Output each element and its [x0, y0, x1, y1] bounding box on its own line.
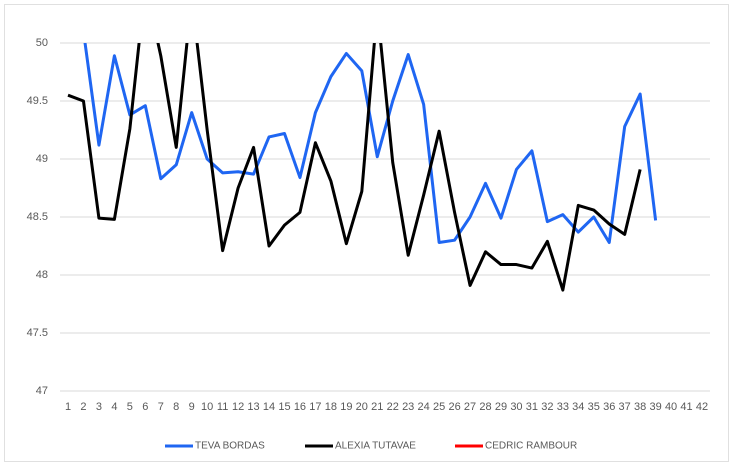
x-tick-label: 17	[309, 401, 321, 413]
x-tick-label: 19	[340, 401, 352, 413]
x-tick-label: 27	[464, 401, 476, 413]
x-tick-label: 35	[588, 401, 600, 413]
y-tick-label: 50	[36, 37, 48, 49]
x-tick-label: 2	[80, 401, 86, 413]
legend-item: ALEXIA TUTAVAE	[305, 441, 416, 452]
x-tick-label: 8	[173, 401, 179, 413]
x-tick-label: 32	[541, 401, 553, 413]
x-tick-label: 24	[418, 401, 430, 413]
x-tick-label: 22	[387, 401, 399, 413]
x-tick-label: 26	[448, 401, 460, 413]
x-tick-label: 1	[65, 401, 71, 413]
y-tick-label: 49.5	[27, 95, 48, 107]
x-tick-label: 36	[603, 401, 615, 413]
y-tick-label: 48	[36, 269, 48, 281]
x-tick-label: 20	[356, 401, 368, 413]
x-tick-label: 42	[696, 401, 708, 413]
x-tick-label: 7	[158, 401, 164, 413]
chart-border	[4, 4, 729, 462]
legend-label: ALEXIA TUTAVAE	[335, 441, 416, 452]
x-tick-label: 34	[572, 401, 584, 413]
x-tick-label: 39	[649, 401, 661, 413]
legend-item: CEDRIC RAMBOUR	[455, 441, 577, 452]
x-tick-label: 37	[619, 401, 631, 413]
y-tick-label: 47.5	[27, 327, 48, 339]
x-tick-label: 15	[278, 401, 290, 413]
x-tick-label: 16	[294, 401, 306, 413]
x-tick-label: 9	[189, 401, 195, 413]
x-tick-label: 33	[557, 401, 569, 413]
series-line	[67, 43, 642, 292]
x-tick-label: 10	[201, 401, 213, 413]
x-tick-label: 4	[111, 401, 117, 413]
x-tick-label: 6	[142, 401, 148, 413]
x-tick-label: 31	[526, 401, 538, 413]
x-tick-label: 12	[232, 401, 244, 413]
legend-label: CEDRIC RAMBOUR	[485, 441, 577, 452]
y-tick-label: 48.5	[27, 211, 48, 223]
x-tick-label: 25	[433, 401, 445, 413]
x-tick-label: 21	[371, 401, 383, 413]
y-tick-label: 47	[36, 385, 48, 397]
x-tick-label: 30	[510, 401, 522, 413]
x-tick-label: 18	[325, 401, 337, 413]
x-tick-label: 11	[217, 401, 228, 413]
x-tick-label: 3	[96, 401, 102, 413]
x-tick-label: 29	[495, 401, 507, 413]
legend-label: TEVA BORDAS	[195, 441, 265, 452]
x-tick-label: 14	[263, 401, 275, 413]
x-tick-label: 40	[665, 401, 677, 413]
x-tick-label: 41	[680, 401, 692, 413]
legend-item: TEVA BORDAS	[165, 441, 265, 452]
x-tick-label: 38	[634, 401, 646, 413]
x-tick-label: 23	[402, 401, 414, 413]
x-tick-label: 5	[127, 401, 133, 413]
y-tick-label: 49	[36, 153, 48, 165]
x-tick-label: 13	[247, 401, 259, 413]
x-tick-label: 28	[479, 401, 491, 413]
